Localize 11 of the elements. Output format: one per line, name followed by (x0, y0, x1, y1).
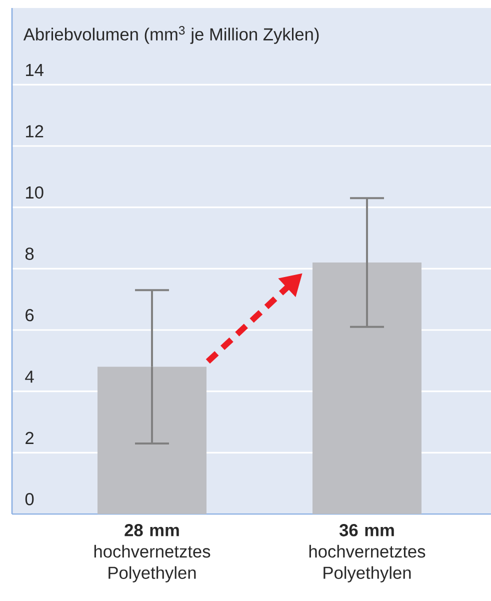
y-axis-title: Abriebvolumen (mm$^{3}$ je Million Zyklen) (23, 26, 319, 44)
x-tick-label: 36 mm hochvernetztes Polyethylen (309, 524, 426, 582)
y-tick-label: 6 (26, 309, 34, 322)
y-tick-label: 14 (26, 64, 44, 76)
y-tick-label: 0 (25, 493, 34, 506)
y-tick-label: 10 (26, 186, 44, 199)
y-tick-label: 4 (25, 370, 34, 383)
y-tick-label: 8 (25, 248, 34, 260)
y-tick-label: 2 (26, 432, 34, 444)
x-tick-label: 28 mm hochvernetztes Polyethylen (94, 524, 210, 582)
y-tick-label: 12 (26, 125, 44, 138)
